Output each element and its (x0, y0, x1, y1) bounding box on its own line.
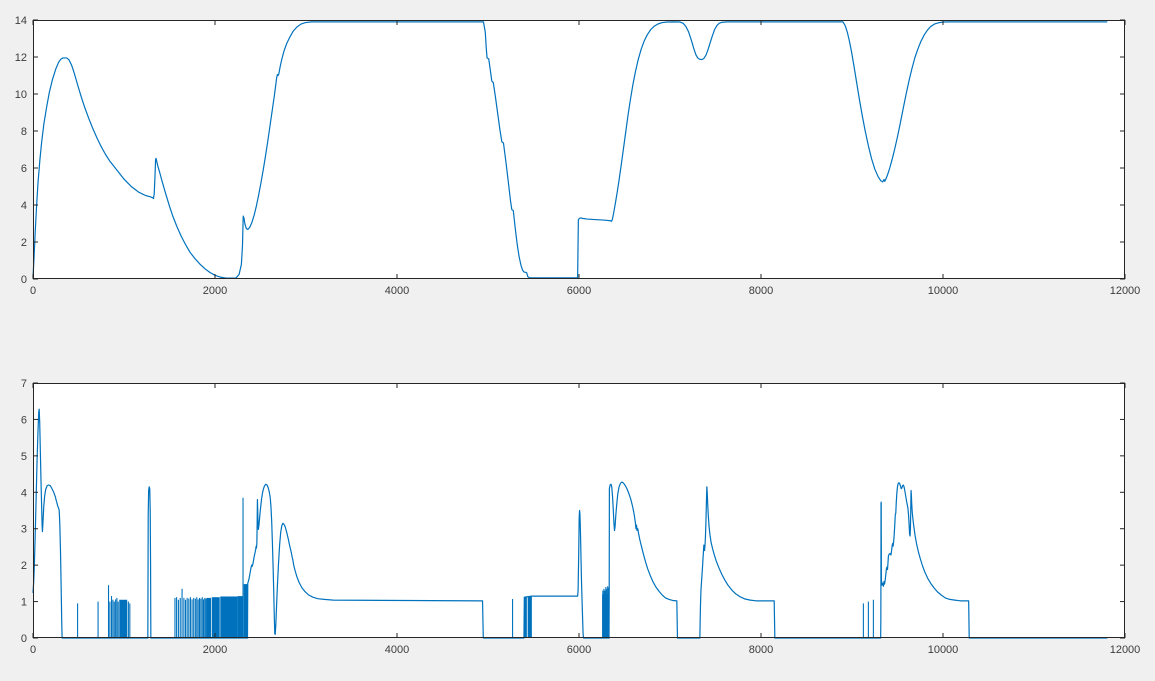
x-tick-label: 12000 (1110, 644, 1141, 656)
x-tick-label: 8000 (749, 285, 773, 297)
spike-block (211, 597, 220, 638)
x-tick-label: 0 (30, 285, 36, 297)
x-tick-label: 8000 (749, 644, 773, 656)
x-tick-label: 10000 (928, 644, 959, 656)
spike-block (527, 596, 532, 638)
x-tick-label: 12000 (1110, 285, 1141, 297)
x-tick-label: 4000 (385, 285, 409, 297)
y-tick-label: 2 (21, 237, 27, 249)
spike-block (524, 596, 527, 638)
y-tick-label: 2 (21, 560, 27, 572)
y-tick-label: 10 (15, 89, 27, 101)
y-tick-label: 6 (21, 414, 27, 426)
bottom-chart: 0 2000 4000 6000 8000 10000 12000 0 1 2 3 4 5 6 7 (21, 378, 1140, 656)
y-tick-label: 0 (21, 274, 27, 286)
x-tick-label: 2000 (203, 285, 227, 297)
y-tick-label: 4 (21, 487, 27, 499)
y-tick-label: 6 (21, 163, 27, 175)
x-tick-label: 6000 (567, 644, 591, 656)
x-tick-label: 6000 (567, 285, 591, 297)
top-chart: 0 2000 4000 6000 8000 10000 12000 0 2 4 6 8 10 12 14 (15, 15, 1141, 297)
y-tick-label: 14 (15, 15, 27, 27)
series-line-signal-1 (32, 21, 1108, 279)
y-tick-label: 4 (21, 200, 27, 212)
y-tick-label: 3 (21, 524, 27, 536)
y-tick-label: 0 (21, 633, 27, 645)
x-tick-label: 4000 (385, 644, 409, 656)
spike-block (220, 596, 238, 638)
spike-block (237, 596, 244, 638)
spike-block (119, 599, 128, 638)
y-tick-label: 1 (21, 597, 27, 609)
y-tick-label: 7 (21, 378, 27, 390)
spike-block (207, 597, 211, 638)
y-tick-label: 12 (15, 52, 27, 64)
x-tick-label: 10000 (928, 285, 959, 297)
x-tick-label: 0 (30, 644, 36, 656)
spike-block (243, 584, 248, 638)
y-tick-label: 5 (21, 451, 27, 463)
x-tick-label: 2000 (203, 644, 227, 656)
y-tick-label: 8 (21, 126, 27, 138)
plot-area (33, 20, 1125, 279)
series-line-signal-2 (32, 408, 1108, 639)
